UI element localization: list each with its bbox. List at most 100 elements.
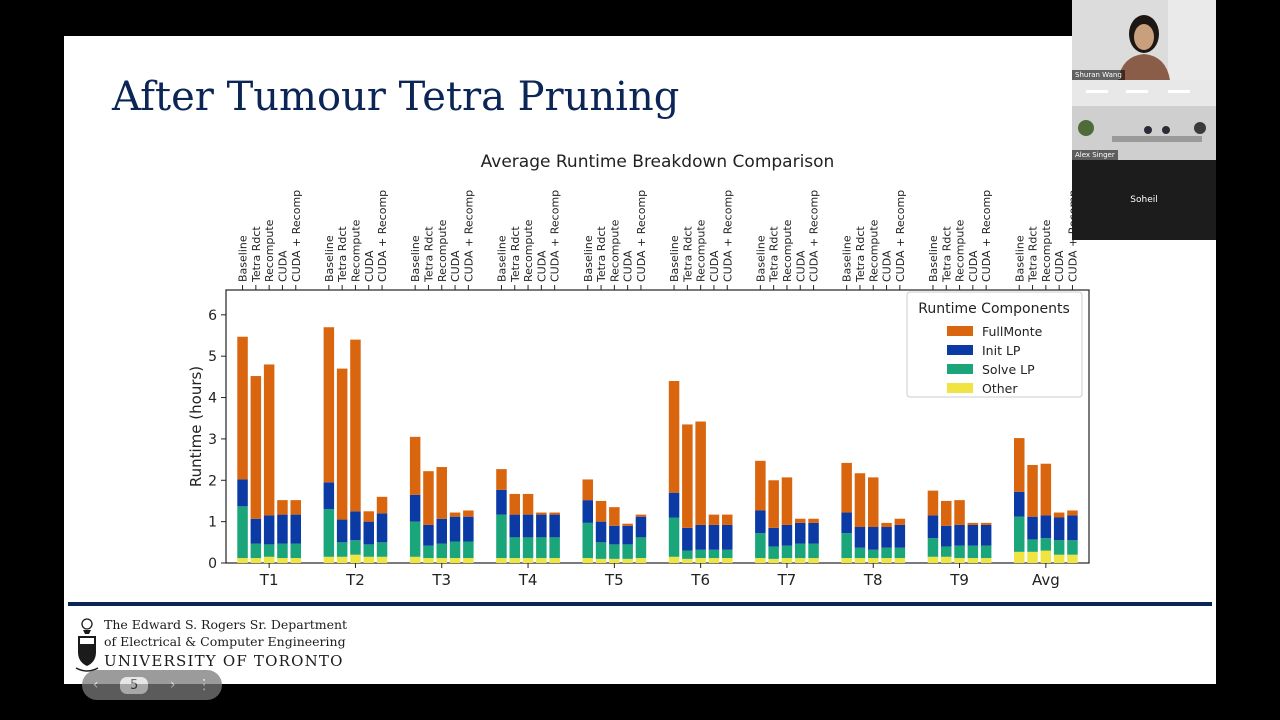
bar-segment xyxy=(868,527,879,550)
bar-segment xyxy=(841,558,852,563)
variant-label: CUDA + Recomp xyxy=(462,190,475,282)
y-tick-label: 5 xyxy=(208,349,217,365)
bar-segment xyxy=(768,558,779,563)
variant-label: Baseline xyxy=(237,235,250,282)
bar-segment xyxy=(536,537,547,559)
variant-label: Recompute xyxy=(1040,219,1053,282)
legend-label: Solve LP xyxy=(982,362,1035,377)
bar-segment xyxy=(522,558,534,563)
bar-segment xyxy=(350,339,361,512)
bar-segment xyxy=(881,522,892,528)
participant-name: Alex Singer xyxy=(1072,150,1118,160)
bar-segment xyxy=(795,518,806,523)
university-name: UNIVERSITY OF TORONTO xyxy=(104,652,344,670)
bar-segment xyxy=(290,514,301,544)
bar-segment xyxy=(336,556,348,563)
bar-segment xyxy=(1067,540,1078,555)
bar-segment xyxy=(808,543,819,559)
bar-segment xyxy=(423,558,434,563)
prev-slide-icon[interactable]: ‹ xyxy=(92,677,99,693)
bar-segment xyxy=(277,543,288,559)
bar-segment xyxy=(336,542,348,557)
legend-swatch xyxy=(947,326,973,336)
bar-segment xyxy=(449,541,461,559)
bar-segment xyxy=(768,546,779,559)
department-name: The Edward S. Rogers Sr. Department of E… xyxy=(104,616,347,650)
bar-segment xyxy=(695,421,706,525)
legend-label: FullMonte xyxy=(982,324,1043,339)
bar-segment xyxy=(980,524,992,546)
bar-segment xyxy=(1014,551,1025,563)
variant-label: Baseline xyxy=(841,235,854,282)
variant-label: CUDA xyxy=(1053,250,1066,282)
bar-segment xyxy=(668,492,680,518)
variant-label: Baseline xyxy=(1013,235,1026,282)
bar-segment xyxy=(237,336,248,480)
bar-segment xyxy=(808,558,819,563)
bar-segment xyxy=(250,518,262,544)
footer-rule xyxy=(68,602,1212,606)
bar-segment xyxy=(263,364,275,516)
y-tick-label: 3 xyxy=(208,432,217,448)
bar-segment xyxy=(336,519,348,543)
x-tick-label: T8 xyxy=(863,571,883,589)
bar-segment xyxy=(250,543,262,559)
participant-tile[interactable]: Shuran Wang xyxy=(1072,0,1216,80)
x-tick-label: T9 xyxy=(949,571,969,589)
bar-segment xyxy=(363,556,374,563)
bar-segment xyxy=(668,381,680,493)
bar-segment xyxy=(350,511,361,541)
bar-segment xyxy=(409,556,421,563)
bar-segment xyxy=(954,524,965,546)
variant-label: CUDA + Recomp xyxy=(549,190,562,282)
participant-tile[interactable]: Soheil xyxy=(1072,160,1216,240)
bar-segment xyxy=(708,558,720,563)
bar-segment xyxy=(376,556,388,563)
variant-label: Baseline xyxy=(754,235,767,282)
variant-label: Tetra Rdct xyxy=(1027,226,1040,283)
legend-title: Runtime Components xyxy=(918,301,1070,317)
bar-segment xyxy=(927,538,939,557)
bar-segment xyxy=(609,525,620,545)
y-tick-label: 6 xyxy=(208,308,217,324)
bar-segment xyxy=(582,558,593,563)
bar-segment xyxy=(263,515,275,545)
bar-segment xyxy=(954,545,965,559)
x-tick-label: T2 xyxy=(345,571,365,589)
variant-label: Tetra Rdct xyxy=(250,226,263,283)
bar-segment xyxy=(1067,515,1078,541)
participant-tile[interactable]: Alex Singer xyxy=(1072,80,1216,160)
bar-segment xyxy=(423,524,434,546)
variant-label: CUDA xyxy=(363,250,376,282)
next-slide-icon[interactable]: › xyxy=(169,677,176,693)
bar-segment xyxy=(522,493,534,515)
variant-label: Tetra Rdct xyxy=(854,226,867,283)
bar-segment xyxy=(941,556,952,563)
bar-segment xyxy=(463,541,474,559)
bar-segment xyxy=(722,549,733,559)
variant-label: Recompute xyxy=(781,219,794,282)
variant-label: CUDA xyxy=(276,250,289,282)
bar-segment xyxy=(609,558,620,563)
bar-segment xyxy=(595,542,607,559)
variant-label: Recompute xyxy=(954,219,967,282)
variant-label: Tetra Rdct xyxy=(595,226,608,283)
bar-segment xyxy=(722,558,733,563)
bar-segment xyxy=(595,558,607,563)
more-options-icon[interactable]: ⋮ xyxy=(197,677,212,693)
bar-segment xyxy=(854,527,866,548)
bar-segment xyxy=(622,523,633,526)
bar-segment xyxy=(954,558,965,563)
variant-label: Recompute xyxy=(263,219,276,282)
variant-label: CUDA xyxy=(881,250,894,282)
variant-label: CUDA xyxy=(449,250,462,282)
bar-segment xyxy=(436,467,447,519)
bar-segment xyxy=(463,516,474,542)
y-tick-label: 2 xyxy=(208,473,217,489)
variant-label: Tetra Rdct xyxy=(509,226,522,283)
bar-segment xyxy=(781,477,793,525)
bar-segment xyxy=(449,512,461,517)
slide-pager: ‹ 5 › ⋮ xyxy=(82,670,222,700)
bar-segment xyxy=(768,527,779,547)
bar-segment xyxy=(463,510,474,517)
